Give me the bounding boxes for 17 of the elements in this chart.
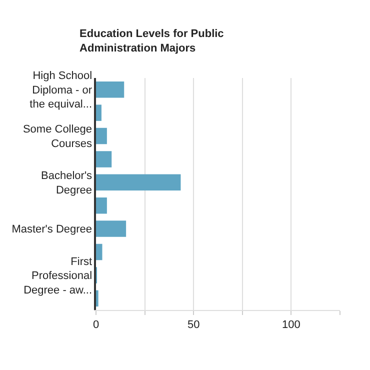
y-tick-label: Master's Degree [12, 224, 92, 236]
bar [96, 128, 107, 144]
bar [96, 220, 126, 237]
chart-title: Education Levels for Public Administration Majors [80, 28, 224, 54]
y-tick-label: Bachelor's Degree [41, 170, 93, 196]
y-tick-label: High School Diploma - or the equival... [30, 70, 92, 111]
y-tick-label: First Professional Degree - aw... [24, 256, 92, 296]
bar [96, 244, 102, 260]
bar [96, 104, 102, 121]
bar [96, 151, 112, 168]
x-tick-label: 0 [92, 319, 100, 332]
x-tick-label: 100 [282, 319, 300, 332]
bar [96, 197, 107, 214]
x-tick-label: 50 [187, 319, 200, 332]
y-tick-label: Some College Courses [22, 124, 93, 150]
bar [96, 81, 124, 98]
bar [96, 174, 181, 191]
